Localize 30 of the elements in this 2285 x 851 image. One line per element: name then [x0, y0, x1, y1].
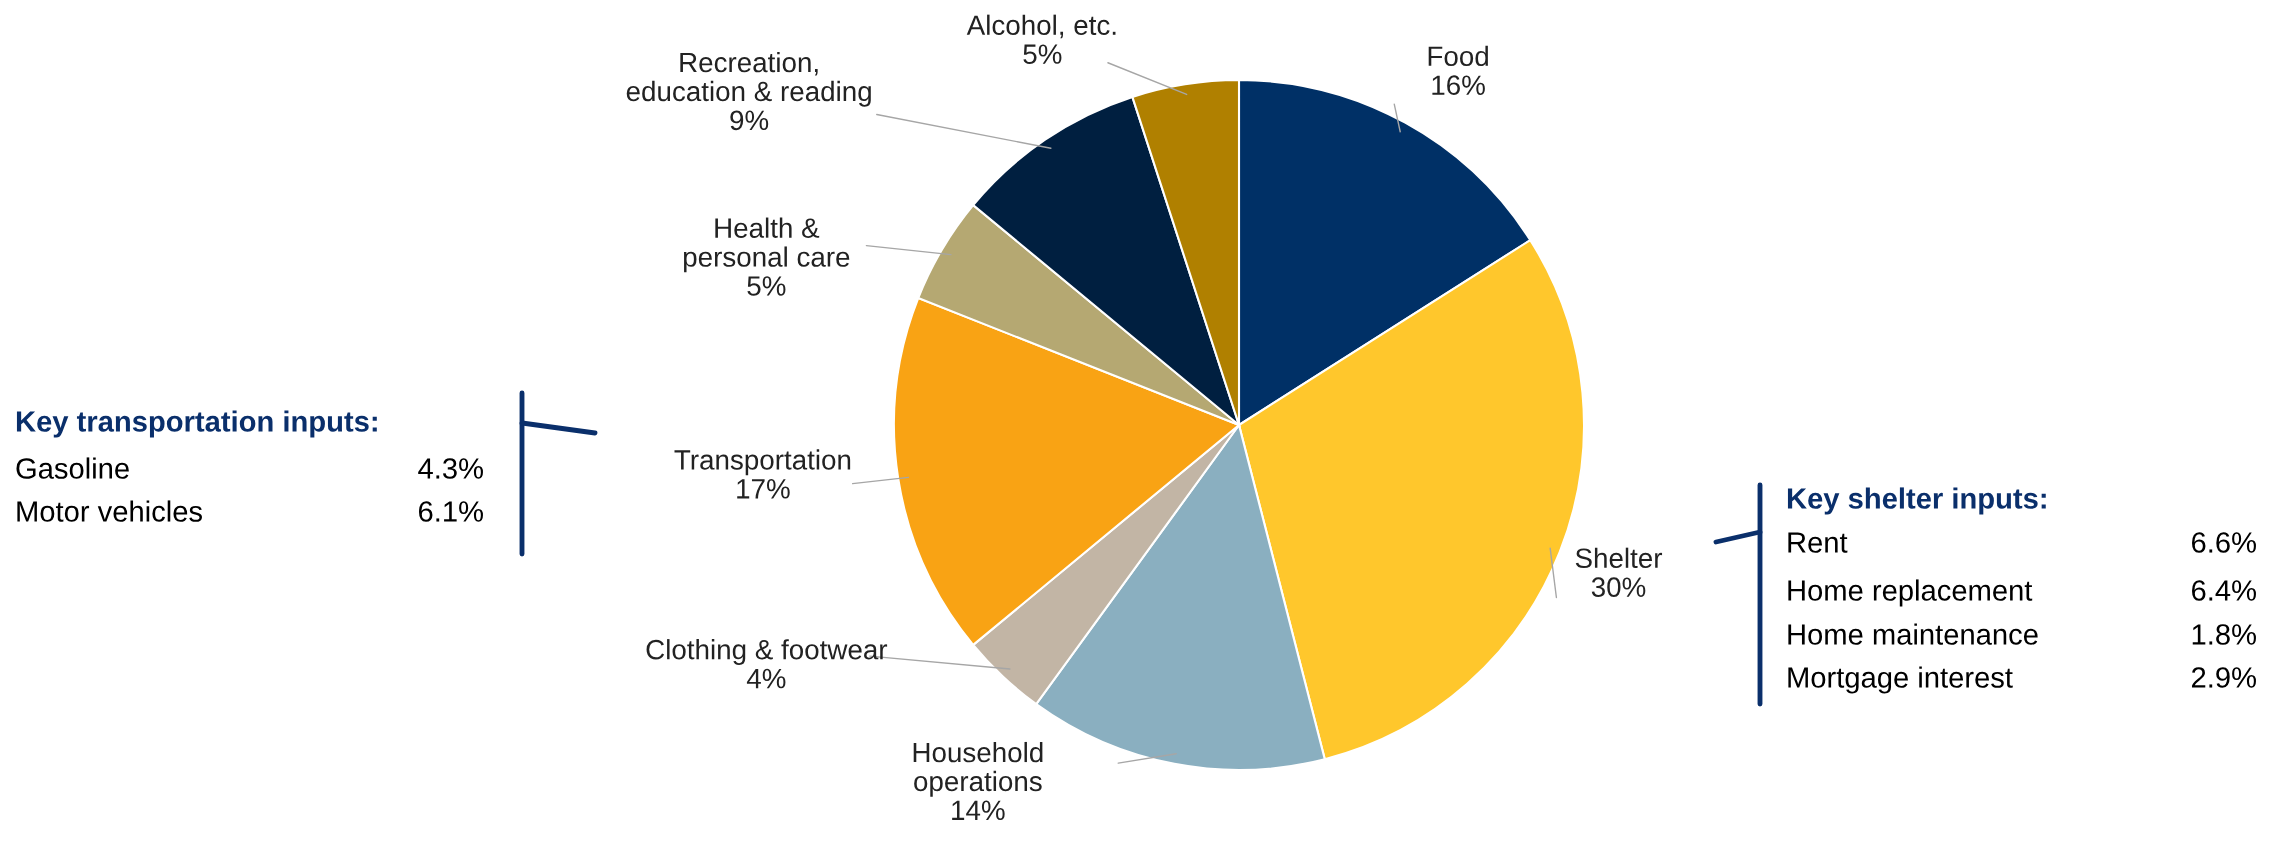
text: Home replacement: [1788, 579, 2033, 607]
text: 1.8%: [2192, 624, 2256, 645]
text: Gasoline: [16, 457, 129, 479]
data-label: 5%: [747, 276, 786, 296]
text: Home maintenance: [1788, 623, 2038, 645]
text: 2.9%: [2191, 667, 2256, 688]
text: Rent: [1788, 532, 1848, 553]
slice-label: Household operations: [913, 741, 1043, 797]
data-label: 5%: [1023, 44, 1062, 64]
text: 6.6%: [2192, 532, 2256, 553]
data-label: 16%: [1432, 75, 1485, 96]
slice-label: Clothing & footwear: [646, 639, 888, 665]
data-label: 17%: [737, 479, 790, 499]
text: 6.4%: [2192, 580, 2256, 601]
slice-label: Recreation, education & reading: [626, 51, 871, 107]
data-label: 30%: [1591, 577, 1646, 597]
text: 6.1%: [419, 501, 483, 522]
slice-label: Transportation: [674, 449, 851, 476]
slice-label: Shelter: [1575, 547, 1663, 569]
slice-label: Health & personal care: [684, 217, 850, 273]
data-label: 14%: [952, 800, 1005, 821]
text: Mortgage interest: [1788, 666, 2013, 694]
slice-label: Alcohol, etc.: [966, 14, 1116, 39]
slice-label: Food: [1428, 45, 1488, 67]
data-label: 9%: [730, 110, 769, 131]
text: 4.3%: [418, 458, 483, 479]
text: Key transportation inputs:: [16, 410, 377, 438]
text: Motor vehicles: [17, 500, 202, 522]
text: Key shelter inputs:: [1787, 487, 2046, 515]
data-label: 4%: [746, 668, 786, 689]
